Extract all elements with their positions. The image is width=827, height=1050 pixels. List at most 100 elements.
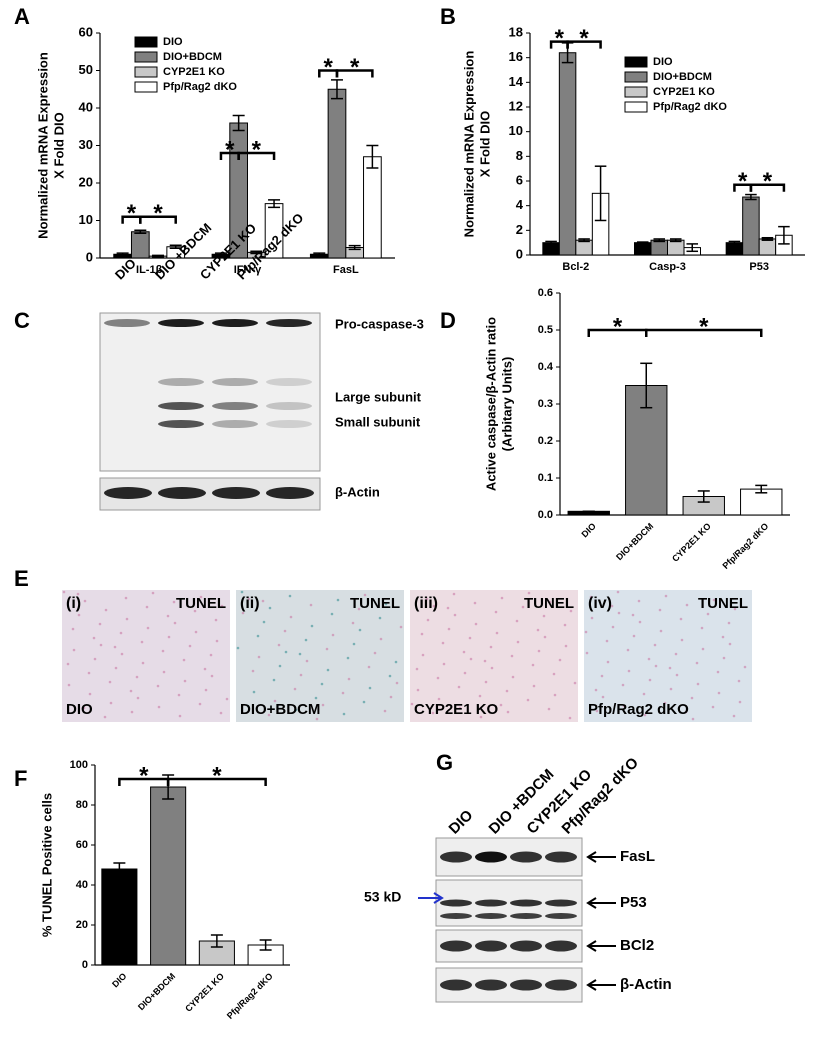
error-bar — [686, 243, 699, 253]
blot — [99, 312, 321, 472]
y-tick-label: 0.6 — [538, 287, 553, 299]
significance: * — [579, 25, 589, 52]
cell-speck — [166, 614, 170, 618]
cell-speck — [172, 600, 176, 604]
error-bar — [778, 225, 790, 245]
error-bar — [169, 244, 182, 249]
legend-swatch — [134, 66, 158, 78]
panel-label: E — [14, 566, 29, 591]
cell-speck — [388, 674, 392, 678]
cell-speck — [510, 654, 514, 658]
error-bar — [268, 199, 281, 209]
cell-speck — [71, 627, 75, 631]
bar — [130, 231, 150, 259]
cell-speck — [66, 662, 70, 666]
band — [158, 378, 204, 386]
cell-speck — [119, 631, 123, 635]
cell-speck — [357, 607, 361, 611]
panel-label: G — [436, 750, 453, 775]
y-tick-label: 10 — [79, 212, 93, 227]
cell-speck — [532, 684, 536, 688]
cell-speck — [600, 674, 604, 678]
legend-label: DIO — [653, 56, 673, 68]
cell-speck — [193, 609, 197, 613]
cell-speck — [88, 692, 92, 696]
cell-speck — [611, 625, 615, 629]
cell-speck — [711, 705, 715, 709]
y-axis-label: (Arbitary Units) — [499, 357, 514, 452]
tunel-image — [62, 590, 230, 722]
cell-speck — [431, 711, 435, 715]
cell-speck — [500, 596, 504, 600]
image-tag: (iv) — [588, 595, 612, 612]
cell-speck — [506, 710, 510, 714]
y-tick-label: 40 — [79, 99, 93, 114]
cell-speck — [452, 592, 456, 596]
y-tick-label: 8 — [516, 148, 523, 163]
cell-speck — [251, 669, 255, 673]
cell-speck — [363, 593, 367, 597]
error-bar — [669, 238, 682, 243]
significance: * — [699, 313, 709, 340]
band — [545, 979, 577, 991]
cell-speck — [395, 681, 399, 685]
error-bar — [113, 862, 126, 876]
cell-speck — [469, 657, 473, 661]
arrow — [586, 979, 616, 991]
cell-speck — [516, 640, 520, 644]
y-tick-label: 60 — [79, 24, 93, 39]
cell-speck — [494, 610, 498, 614]
cell-speck — [479, 715, 483, 719]
y-tick-label: 0 — [82, 959, 88, 971]
cell-speck — [103, 715, 107, 719]
cell-speck — [358, 628, 362, 632]
cell-speck — [447, 627, 451, 631]
cell-speck — [490, 666, 494, 670]
cell-speck — [436, 676, 440, 680]
cell-speck — [299, 673, 303, 677]
band-label: BCl2 — [620, 937, 654, 954]
cell-speck — [442, 662, 446, 666]
cell-speck — [627, 669, 631, 673]
cell-speck — [209, 653, 213, 657]
band — [158, 420, 204, 428]
cell-speck — [236, 646, 240, 650]
cell-speck — [728, 642, 732, 646]
error-bar — [578, 238, 590, 243]
y-tick-label: 30 — [79, 137, 93, 152]
y-axis-label: X Fold DIO — [477, 111, 492, 177]
cell-speck — [446, 606, 450, 610]
cell-speck — [98, 622, 102, 626]
x-tick-label: FasL — [333, 264, 359, 276]
cell-speck — [188, 644, 192, 648]
bracket — [645, 328, 763, 337]
cell-speck — [706, 612, 710, 616]
band — [266, 378, 312, 386]
bracket — [566, 40, 602, 49]
bracket — [166, 777, 267, 786]
band-label: Pro-caspase-3 — [335, 316, 424, 331]
cell-speck — [210, 674, 214, 678]
cell-speck — [267, 713, 271, 717]
cell-speck — [594, 688, 598, 692]
y-tick-label: 2 — [516, 222, 523, 237]
error-bar — [745, 193, 757, 201]
cell-speck — [521, 605, 525, 609]
cell-speck — [384, 602, 388, 606]
error-bar — [545, 240, 557, 245]
band-label: β-Actin — [335, 484, 380, 499]
error-bar — [755, 484, 768, 494]
cell-speck — [272, 678, 276, 682]
cell-speck — [564, 644, 568, 648]
cell-speck — [129, 689, 133, 693]
cell-speck — [162, 670, 166, 674]
cell-speck — [330, 612, 334, 616]
tunel-image — [410, 590, 578, 722]
cell-speck — [76, 592, 80, 596]
cell-speck — [173, 621, 177, 625]
tunel-image — [584, 590, 752, 722]
significance: * — [153, 200, 163, 227]
cell-speck — [626, 648, 630, 652]
cell-speck — [198, 702, 202, 706]
